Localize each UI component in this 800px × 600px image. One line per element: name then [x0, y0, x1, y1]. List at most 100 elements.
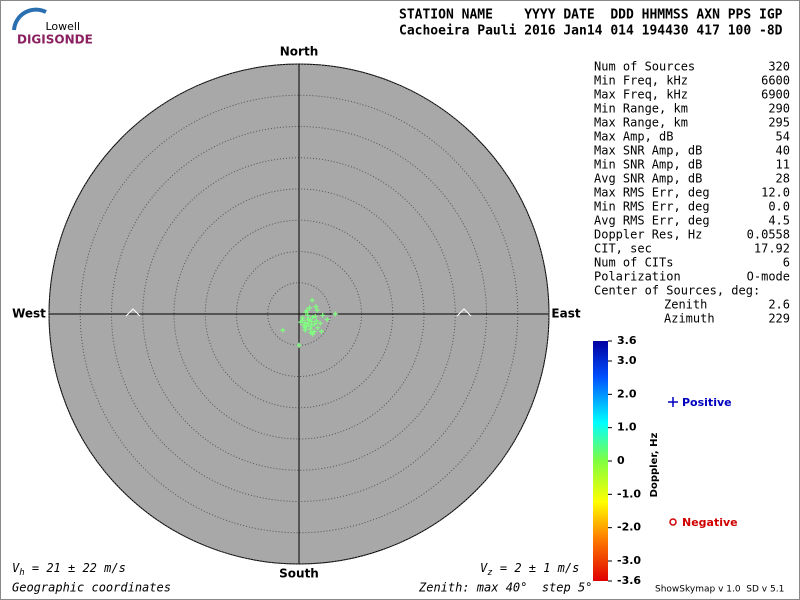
- source-point: [301, 322, 307, 328]
- vz-sub: z: [487, 568, 492, 578]
- stat-label: Min SNR Amp, dB: [594, 158, 702, 172]
- header-values: Cachoeira Pauli 2016 Jan14 014 194430 41…: [399, 24, 783, 39]
- stat-label: Min RMS Err, deg: [594, 200, 710, 214]
- source-point: [309, 323, 314, 329]
- zenith-info: Zenith: max 40° step 5°: [418, 581, 592, 595]
- colorbar-tick-label: 2.0: [617, 387, 637, 400]
- source-point: [307, 305, 313, 311]
- west-label: West: [12, 307, 46, 321]
- stat-label: Max Range, km: [594, 116, 688, 130]
- source-point: [312, 314, 318, 319]
- colorbar-tick-label: 3.0: [617, 354, 637, 367]
- colorbar-label: Doppler, Hz: [649, 433, 660, 498]
- source-point: [305, 312, 311, 318]
- source-point: [305, 321, 311, 327]
- vz-text: = 2 ± 1 m/s: [493, 561, 580, 575]
- stat-value: 17.92: [754, 242, 790, 256]
- stat-label: Max RMS Err, deg: [594, 186, 710, 200]
- stat-label: Min Freq, kHz: [594, 74, 688, 88]
- stat-value: 229: [768, 312, 790, 326]
- source-point: [310, 314, 316, 320]
- stat-value: 54: [776, 130, 790, 144]
- vz-symbol: V: [480, 561, 488, 575]
- stat-label: Azimuth: [664, 312, 715, 326]
- stat-value: 295: [768, 116, 790, 130]
- stat-value: 6900: [761, 88, 790, 102]
- colorbar-tick-label: 0: [617, 454, 625, 467]
- source-point: [324, 317, 330, 323]
- north-label: North: [280, 45, 318, 59]
- stat-value: 4.5: [768, 214, 790, 228]
- stat-value: 11: [776, 158, 790, 172]
- colorbar-tick-label: -3.6: [617, 574, 641, 587]
- stat-label: Max Amp, dB: [594, 130, 673, 144]
- source-point: [296, 342, 302, 348]
- coords: Geographic coordinates: [12, 581, 171, 595]
- stat-label: Zenith: [664, 298, 707, 312]
- stat-value: 290: [768, 102, 790, 116]
- stat-value: 0.0: [768, 200, 790, 214]
- colorbar-tick-label: -1.0: [617, 487, 641, 500]
- source-point: [300, 315, 306, 321]
- stat-label: Num of Sources: [594, 60, 695, 74]
- colorbar-tick-label: 1.0: [617, 421, 637, 434]
- source-point: [306, 317, 312, 323]
- stat-section: Center of Sources, deg:: [594, 284, 760, 298]
- source-point: [317, 320, 323, 326]
- vz: Vz = 2 ± 1 m/s: [480, 561, 579, 578]
- source-point: [320, 312, 326, 318]
- colorbar-tick-label: -2.0: [617, 521, 641, 534]
- vh-text: = 21 ± 22 m/s: [25, 561, 126, 575]
- source-point: [319, 329, 324, 334]
- source-point: [312, 321, 318, 327]
- source-point: [302, 325, 308, 331]
- negative-marker: [669, 518, 677, 526]
- stat-label: Max SNR Amp, dB: [594, 144, 702, 158]
- source-point: [315, 325, 321, 331]
- source-point: [313, 304, 319, 309]
- positive-marker: [668, 397, 678, 407]
- south-label: South: [279, 567, 319, 581]
- header-columns: STATION NAME YYYY DATE DDD HHMMSS AXN PP…: [399, 8, 783, 23]
- source-point: [298, 319, 304, 325]
- logo-top: Lowell: [45, 20, 80, 33]
- stat-value: 6600: [761, 74, 790, 88]
- legend-positive: Positive: [682, 396, 732, 409]
- stat-label: Max Freq, kHz: [594, 88, 688, 102]
- vh-symbol: V: [12, 561, 20, 575]
- stat-value: 6: [783, 256, 790, 270]
- stat-label: CIT, sec: [594, 242, 652, 256]
- source-point: [310, 331, 316, 337]
- stat-label: Num of CITs: [594, 256, 673, 270]
- stat-value: 12.0: [761, 186, 790, 200]
- vh-sub: h: [19, 568, 24, 578]
- stat-label: Min Range, km: [594, 102, 688, 116]
- stat-value: 40: [776, 144, 790, 158]
- logo-swoosh: [12, 7, 47, 31]
- stat-label: Avg RMS Err, deg: [594, 214, 710, 228]
- source-point: [309, 297, 315, 303]
- stat-value: O-mode: [747, 270, 790, 284]
- colorbar: [593, 341, 608, 581]
- legend-negative: Negative: [682, 516, 738, 529]
- source-point: [302, 327, 308, 333]
- source-point: [307, 326, 313, 332]
- logo-bottom: DIGISONDE: [17, 33, 93, 47]
- stat-label: Doppler Res, Hz: [594, 228, 702, 242]
- stat-label: Polarization: [594, 270, 681, 284]
- stat-value: 2.6: [768, 298, 790, 312]
- stat-value: 28: [776, 172, 790, 186]
- source-point: [314, 307, 320, 313]
- source-point: [332, 311, 338, 317]
- east-label: East: [551, 307, 580, 321]
- source-point: [304, 307, 310, 313]
- marker: [125, 308, 472, 317]
- vh: Vh = 21 ± 22 m/s: [12, 561, 126, 578]
- colorbar-tick-label: -3.0: [617, 554, 641, 567]
- stat-value: 320: [768, 60, 790, 74]
- stat-label: Avg SNR Amp, dB: [594, 172, 702, 186]
- colorbar-tick-label: 3.6: [617, 334, 637, 347]
- version: ShowSkymap v 1.0 SD v 5.1: [655, 585, 784, 595]
- source-point: [280, 327, 286, 333]
